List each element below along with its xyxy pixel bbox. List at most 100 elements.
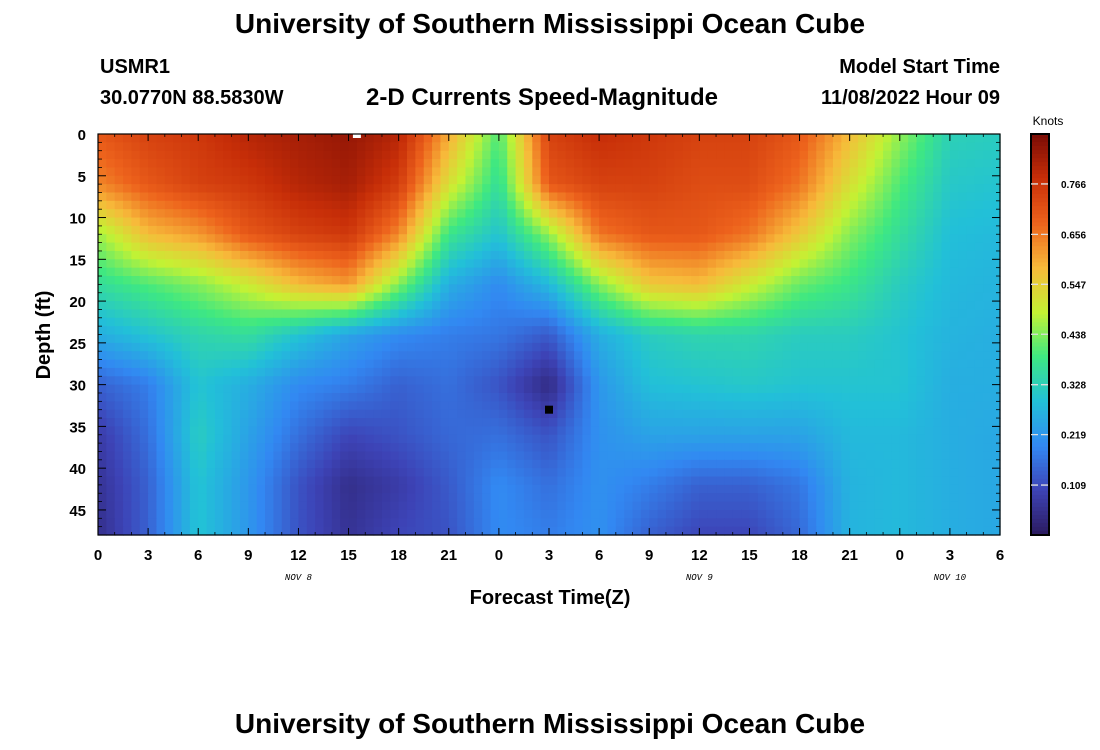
heatmap-cell bbox=[432, 267, 442, 277]
heatmap-cell bbox=[498, 159, 508, 169]
heatmap-cell bbox=[699, 167, 709, 177]
heatmap-cell bbox=[741, 234, 751, 244]
heatmap-cell bbox=[732, 418, 742, 427]
heatmap-cell bbox=[139, 367, 149, 377]
heatmap-cell bbox=[791, 209, 801, 219]
heatmap-cell bbox=[407, 468, 416, 478]
heatmap-cell bbox=[473, 301, 483, 311]
heatmap-cell bbox=[757, 167, 767, 177]
heatmap-cell bbox=[223, 250, 233, 260]
heatmap-cell bbox=[290, 276, 300, 285]
heatmap-cell bbox=[281, 301, 291, 311]
heatmap-cell bbox=[699, 426, 709, 436]
heatmap-cell bbox=[523, 484, 533, 494]
heatmap-cell bbox=[816, 434, 826, 444]
heatmap-cell bbox=[256, 209, 266, 219]
heatmap-cell bbox=[732, 351, 742, 361]
heatmap-cell bbox=[265, 134, 274, 143]
heatmap-cell bbox=[657, 234, 667, 244]
heatmap-cell bbox=[214, 342, 224, 352]
heatmap-cell bbox=[498, 309, 508, 319]
heatmap-cell bbox=[473, 159, 483, 169]
heatmap-cell bbox=[148, 426, 158, 436]
heatmap-cell bbox=[615, 367, 625, 377]
heatmap-cell bbox=[933, 359, 943, 369]
heatmap-cell bbox=[749, 142, 759, 152]
heatmap-cell bbox=[298, 267, 308, 277]
heatmap-cell bbox=[707, 342, 717, 352]
heatmap-cell bbox=[432, 509, 442, 519]
heatmap-cell bbox=[223, 518, 233, 528]
heatmap-cell bbox=[674, 484, 684, 494]
heatmap-cell bbox=[832, 476, 842, 486]
heatmap-cell bbox=[707, 459, 717, 469]
heatmap-cell bbox=[974, 476, 984, 486]
heatmap-cell bbox=[164, 384, 174, 394]
heatmap-cell bbox=[841, 376, 851, 386]
heatmap-cell bbox=[123, 267, 133, 277]
heatmap-cell bbox=[665, 167, 675, 177]
heatmap-cell bbox=[290, 200, 300, 210]
heatmap-cell bbox=[966, 175, 976, 185]
heatmap-cell bbox=[716, 242, 725, 252]
heatmap-cell bbox=[590, 284, 600, 294]
heatmap-cell bbox=[649, 501, 659, 511]
heatmap-cell bbox=[582, 376, 592, 386]
heatmap-cell bbox=[306, 209, 316, 219]
heatmap-cell bbox=[139, 409, 149, 419]
heatmap-cell bbox=[281, 367, 291, 377]
heatmap-cell bbox=[248, 142, 258, 152]
heatmap-cell bbox=[498, 267, 508, 277]
heatmap-cell bbox=[574, 209, 584, 219]
heatmap-cell bbox=[415, 159, 425, 169]
heatmap-cell bbox=[699, 451, 709, 461]
heatmap-cell bbox=[131, 409, 141, 419]
heatmap-cell bbox=[699, 276, 709, 285]
heatmap-cell bbox=[874, 267, 884, 277]
heatmap-cell bbox=[515, 317, 525, 327]
heatmap-cell bbox=[682, 225, 692, 235]
heatmap-cell bbox=[966, 317, 976, 327]
heatmap-cell bbox=[883, 418, 893, 427]
heatmap-cell bbox=[181, 192, 191, 202]
heatmap-cell bbox=[757, 484, 767, 494]
heatmap-cell bbox=[98, 426, 107, 436]
heatmap-cell bbox=[949, 468, 959, 478]
heatmap-cell bbox=[540, 476, 550, 486]
heatmap-cell bbox=[574, 284, 584, 294]
heatmap-cell bbox=[131, 509, 141, 519]
heatmap-cell bbox=[766, 150, 776, 160]
heatmap-cell bbox=[774, 142, 784, 152]
heatmap-cell bbox=[198, 451, 208, 461]
heatmap-cell bbox=[465, 493, 475, 503]
heatmap-cell bbox=[599, 384, 609, 394]
heatmap-cell bbox=[574, 259, 584, 269]
heatmap-cell bbox=[223, 217, 233, 227]
heatmap-cell bbox=[189, 276, 199, 285]
heatmap-cell bbox=[381, 392, 391, 402]
heatmap-cell bbox=[515, 242, 525, 252]
heatmap-cell bbox=[615, 309, 625, 319]
heatmap-cell bbox=[582, 418, 592, 427]
heatmap-cell bbox=[549, 384, 558, 394]
heatmap-cell bbox=[891, 167, 901, 177]
heatmap-cell bbox=[440, 242, 450, 252]
heatmap-cell bbox=[156, 276, 166, 285]
heatmap-cell bbox=[423, 159, 433, 169]
heatmap-cell bbox=[465, 451, 475, 461]
heatmap-cell bbox=[507, 418, 517, 427]
heatmap-cell bbox=[239, 167, 249, 177]
heatmap-cell bbox=[523, 309, 533, 319]
heatmap-cell bbox=[991, 384, 1001, 394]
heatmap-cell bbox=[265, 376, 274, 386]
heatmap-cell bbox=[239, 267, 249, 277]
heatmap-cell bbox=[164, 326, 174, 336]
heatmap-cell bbox=[933, 468, 943, 478]
heatmap-cell bbox=[415, 459, 425, 469]
heatmap-cell bbox=[373, 392, 383, 402]
heatmap-cell bbox=[991, 242, 1001, 252]
heatmap-cell bbox=[306, 167, 316, 177]
heatmap-cell bbox=[340, 284, 350, 294]
heatmap-cell bbox=[315, 259, 325, 269]
heatmap-cell bbox=[123, 342, 133, 352]
